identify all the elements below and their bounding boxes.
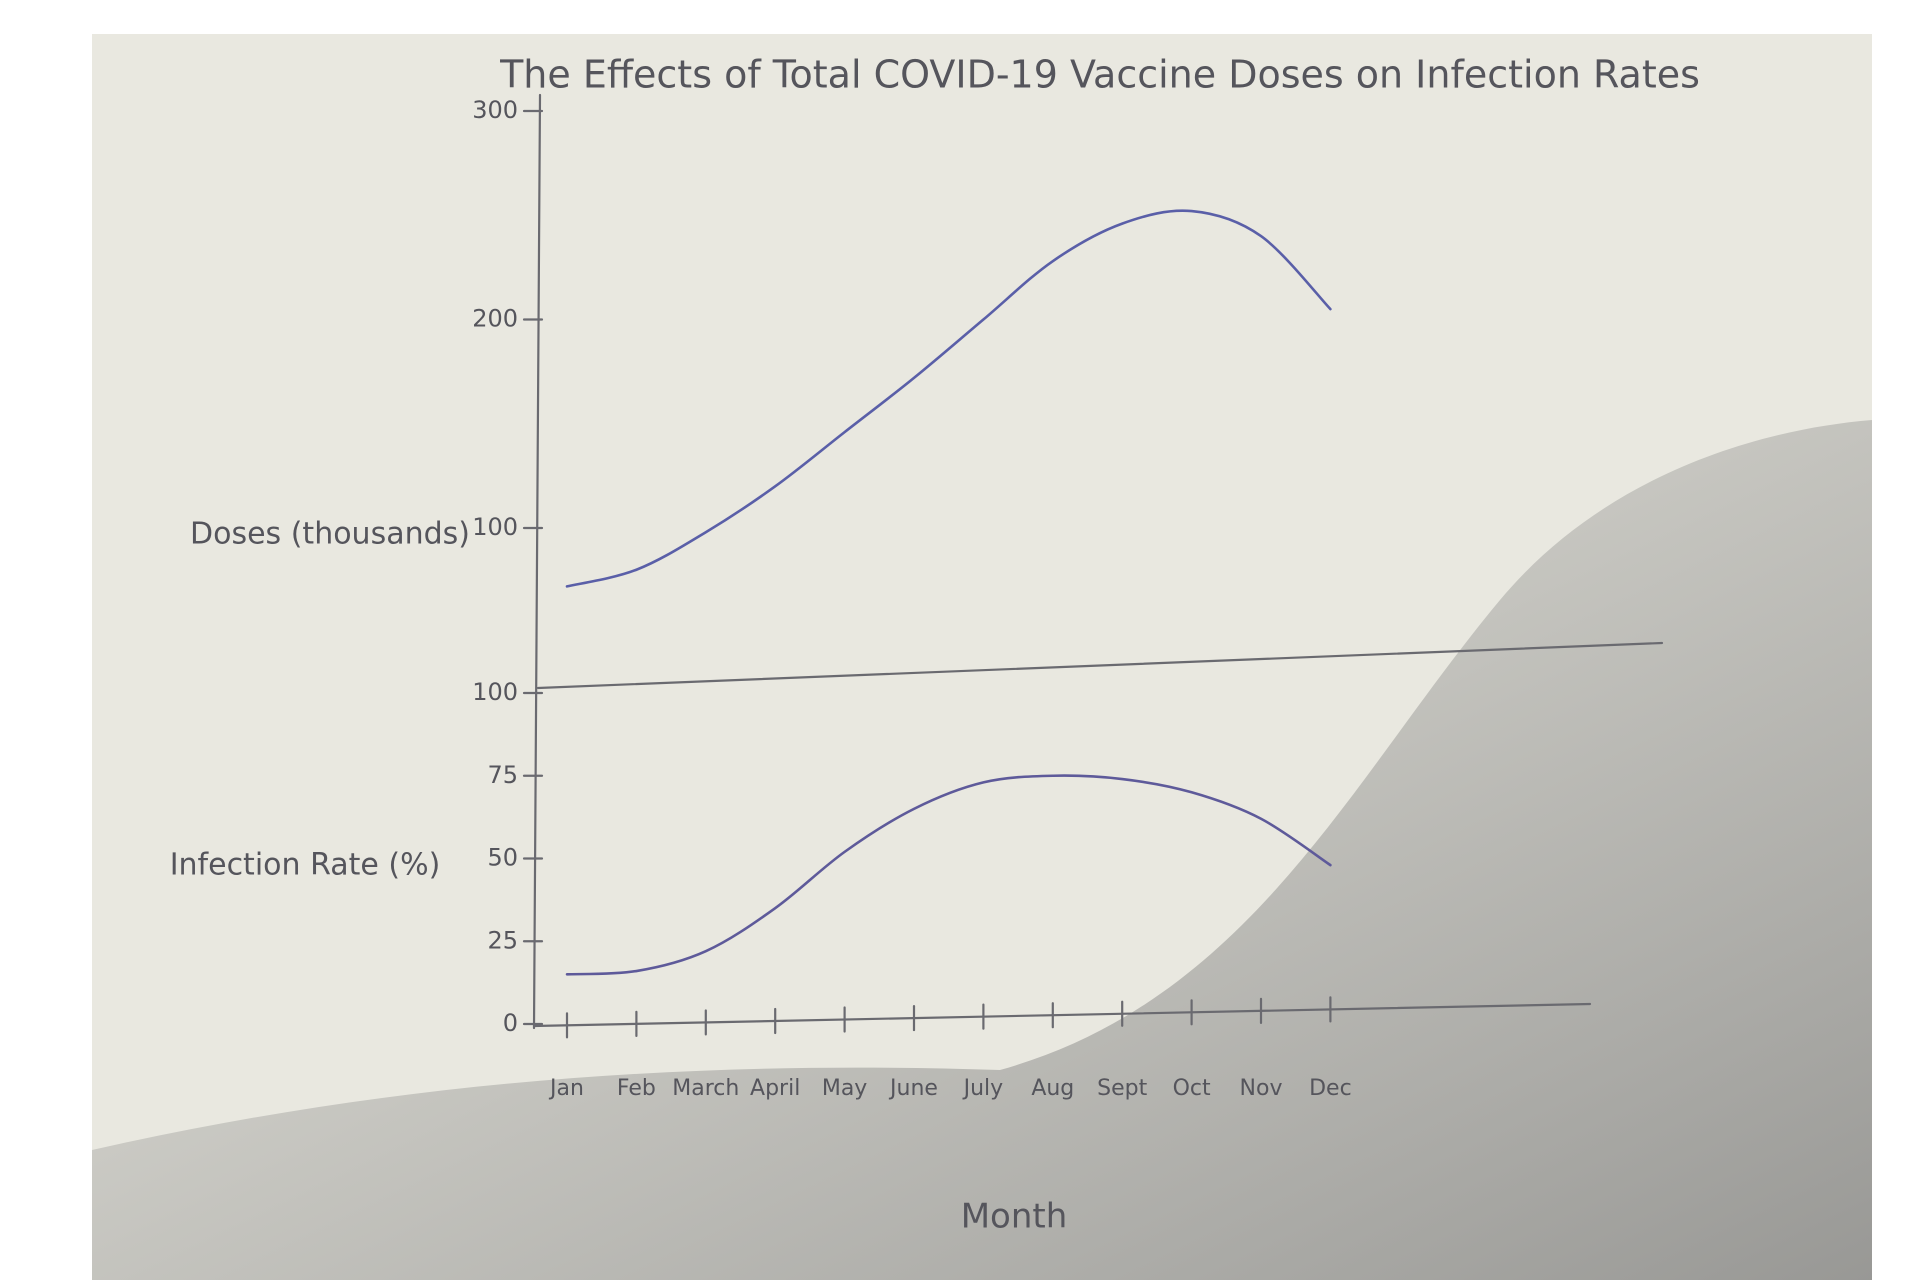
y-tick-label: 75 [487, 761, 518, 789]
y-tick-label: 200 [472, 305, 518, 333]
x-tick-label: Sept [1097, 1076, 1147, 1101]
y-tick-label: 100 [472, 513, 518, 541]
x-tick-label: Nov [1240, 1076, 1283, 1101]
y-tick-label: 100 [472, 678, 518, 706]
y-tick-label: 50 [487, 844, 518, 872]
x-tick-label: Aug [1031, 1076, 1074, 1101]
data-line [565, 774, 1332, 976]
x-tick-label: March [672, 1076, 739, 1101]
x-axis-label: Month [961, 1197, 1068, 1237]
y-tick-label: 0 [503, 1009, 518, 1037]
shadow [92, 420, 1872, 1280]
y-axis [532, 93, 542, 1030]
x-tick-label: Jan [548, 1076, 584, 1101]
y-axis-label: Doses (thousands) [190, 517, 470, 552]
x-tick-label: Feb [617, 1076, 656, 1101]
data-line [565, 209, 1332, 588]
x-tick-label: Oct [1173, 1076, 1211, 1101]
x-tick-label: May [822, 1076, 867, 1101]
x-tick-label: June [888, 1076, 938, 1101]
panel-divider [536, 641, 1664, 690]
x-tick-label: July [962, 1076, 1004, 1101]
x-tick-label: Dec [1309, 1076, 1352, 1101]
x-axis [532, 1002, 1592, 1028]
y-tick-label: 300 [472, 96, 518, 124]
y-tick-label: 25 [487, 926, 518, 954]
chart-title: The Effects of Total COVID-19 Vaccine Do… [499, 53, 1700, 97]
y-axis-label: Infection Rate (%) [170, 848, 441, 883]
x-tick-label: April [750, 1076, 800, 1101]
